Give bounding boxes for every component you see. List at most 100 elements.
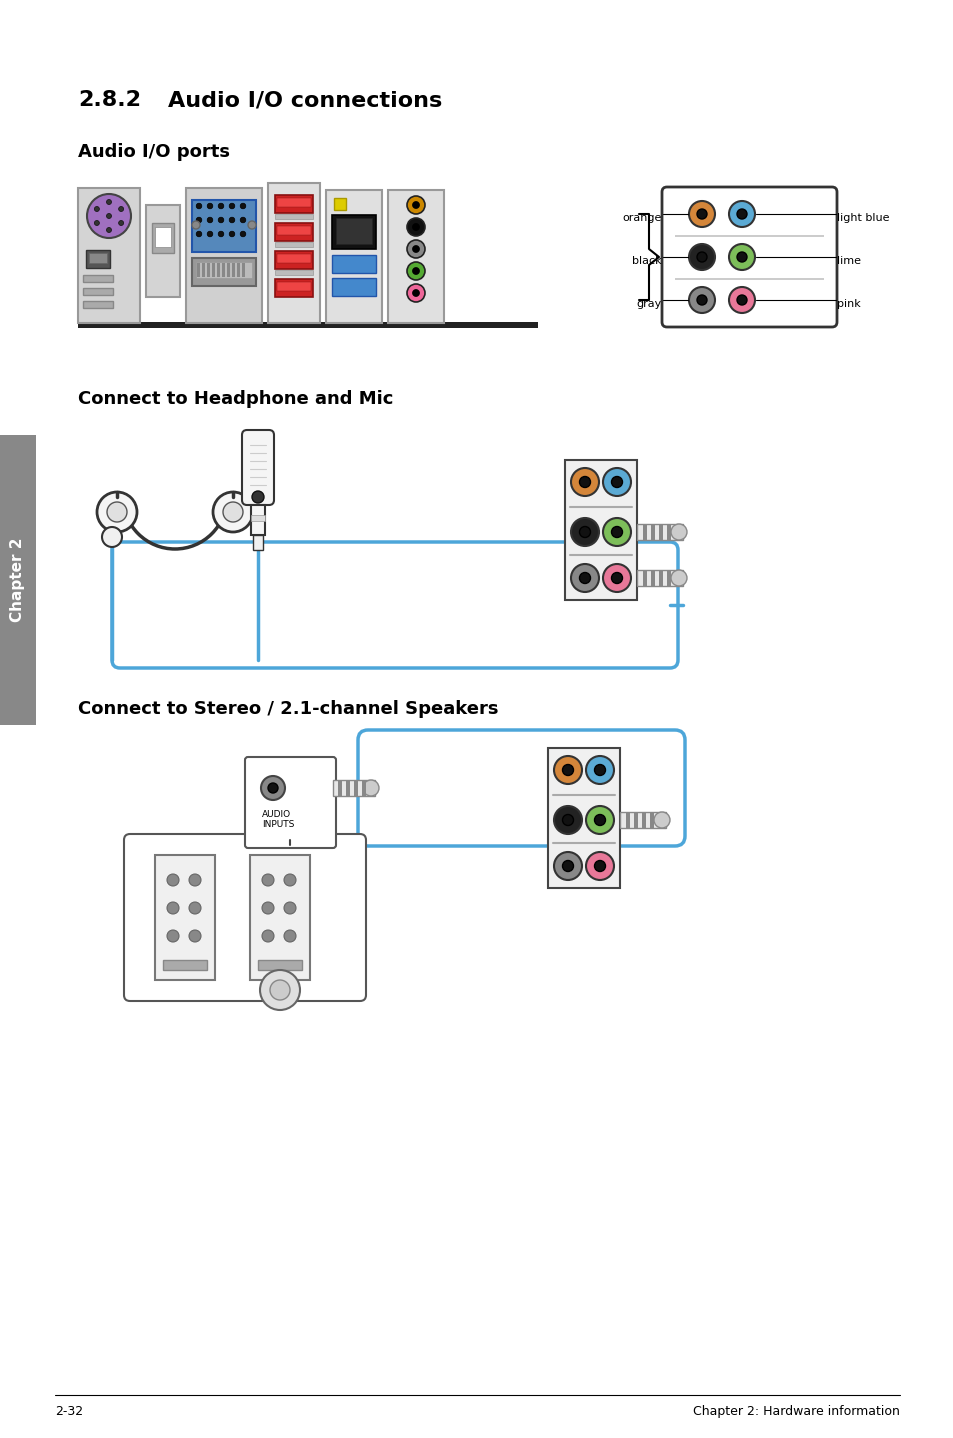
Circle shape [407, 240, 424, 257]
Circle shape [213, 492, 253, 532]
Bar [232, 263, 234, 278]
Text: pink: pink [836, 299, 860, 309]
Bar [154, 856, 214, 981]
Circle shape [578, 526, 590, 538]
Circle shape [260, 971, 299, 1009]
Bar [642, 523, 646, 541]
Circle shape [218, 217, 224, 223]
FancyBboxPatch shape [661, 187, 836, 326]
Bar [354, 779, 357, 797]
Circle shape [118, 220, 124, 226]
Circle shape [218, 232, 224, 237]
Bar [202, 263, 205, 278]
Circle shape [262, 902, 274, 915]
Bar [637, 523, 682, 541]
Circle shape [412, 267, 419, 275]
Bar [634, 812, 638, 828]
Bar [326, 190, 381, 324]
Text: light blue: light blue [836, 213, 888, 223]
Bar [274, 270, 313, 275]
Text: gray: gray [636, 299, 661, 309]
Bar [332, 255, 375, 273]
Bar [222, 263, 225, 278]
FancyBboxPatch shape [124, 834, 366, 1001]
Bar [332, 216, 375, 249]
Bar [146, 206, 180, 298]
Circle shape [594, 860, 605, 871]
Circle shape [94, 207, 99, 211]
Bar [675, 278, 823, 280]
Bar [83, 275, 112, 282]
Circle shape [412, 246, 419, 253]
Circle shape [229, 203, 234, 209]
Bar [276, 282, 311, 290]
Bar [276, 255, 311, 263]
Circle shape [229, 232, 234, 237]
Bar [227, 263, 230, 278]
Circle shape [97, 492, 137, 532]
Circle shape [602, 518, 630, 546]
Circle shape [611, 476, 622, 487]
Bar [274, 242, 313, 247]
Bar [337, 779, 341, 797]
Circle shape [102, 526, 122, 546]
Bar [274, 252, 313, 269]
Circle shape [240, 232, 246, 237]
Circle shape [252, 490, 264, 503]
Bar [564, 460, 637, 600]
Bar [216, 263, 220, 278]
Bar [346, 779, 350, 797]
Circle shape [654, 812, 669, 828]
Text: Connect to Stereo / 2.1-channel Speakers: Connect to Stereo / 2.1-channel Speakers [78, 700, 498, 718]
Circle shape [585, 807, 614, 834]
Bar [388, 190, 443, 324]
Circle shape [594, 765, 605, 775]
Circle shape [107, 213, 112, 219]
Circle shape [118, 207, 124, 211]
Circle shape [728, 201, 754, 227]
Circle shape [571, 518, 598, 546]
FancyBboxPatch shape [242, 430, 274, 505]
Circle shape [562, 765, 573, 775]
Bar [334, 198, 346, 210]
Bar [78, 322, 537, 328]
Bar [152, 223, 173, 253]
Circle shape [94, 220, 99, 226]
Bar [274, 196, 313, 213]
Text: lime: lime [836, 256, 861, 266]
Circle shape [737, 252, 746, 262]
Circle shape [670, 569, 686, 587]
Circle shape [697, 295, 706, 305]
Circle shape [284, 902, 295, 915]
FancyBboxPatch shape [245, 756, 335, 848]
Bar [642, 569, 646, 587]
Circle shape [670, 523, 686, 541]
Circle shape [189, 902, 201, 915]
Bar [276, 226, 311, 234]
Circle shape [571, 564, 598, 592]
Circle shape [602, 564, 630, 592]
Circle shape [261, 777, 285, 800]
Circle shape [594, 814, 605, 825]
Bar [666, 523, 670, 541]
Bar [192, 257, 255, 286]
Circle shape [602, 467, 630, 496]
Circle shape [407, 262, 424, 280]
Circle shape [189, 930, 201, 942]
Text: Chapter 2: Chapter 2 [10, 538, 26, 623]
Bar [251, 505, 265, 535]
Bar [619, 812, 665, 828]
Circle shape [189, 874, 201, 886]
Bar [637, 569, 682, 587]
Circle shape [240, 217, 246, 223]
Text: Connect to Headphone and Mic: Connect to Headphone and Mic [78, 390, 393, 408]
Circle shape [585, 756, 614, 784]
Bar [659, 569, 662, 587]
Circle shape [585, 851, 614, 880]
Text: Audio I/O connections: Audio I/O connections [168, 91, 442, 109]
Bar [83, 288, 112, 295]
Circle shape [412, 223, 419, 230]
Circle shape [554, 756, 581, 784]
Bar [332, 278, 375, 296]
Circle shape [407, 196, 424, 214]
